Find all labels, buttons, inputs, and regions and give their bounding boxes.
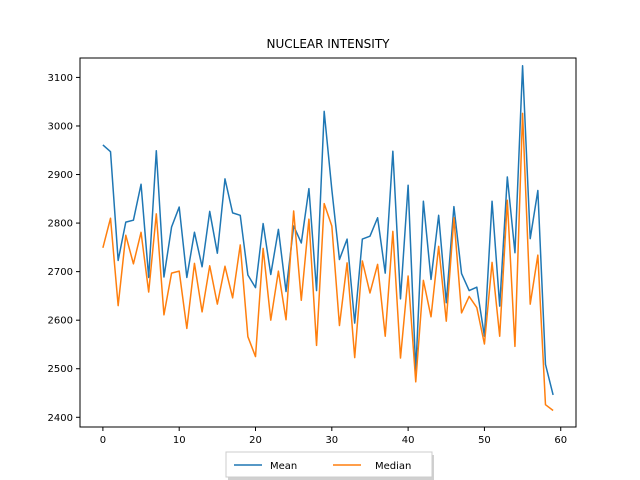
chart-title: NUCLEAR INTENSITY <box>267 37 391 51</box>
legend-label-median: Median <box>375 461 411 472</box>
x-tick-label: 50 <box>478 435 491 446</box>
x-tick-label: 30 <box>325 435 338 446</box>
x-tick-label: 60 <box>554 435 567 446</box>
legend: Mean Median <box>225 451 434 480</box>
y-tick-label: 2500 <box>48 364 73 375</box>
legend-label-mean: Mean <box>270 461 297 472</box>
y-tick-label: 2700 <box>48 267 73 278</box>
x-tick-label: 10 <box>173 435 186 446</box>
ticks-layer: 0 10 20 30 40 50 60 2400 2500 2600 2700 2800 2900 300… <box>48 73 568 446</box>
series-line-mean <box>102 65 554 396</box>
series-layer <box>102 65 554 412</box>
y-tick-label: 3000 <box>48 121 73 132</box>
x-tick-label: 20 <box>249 435 262 446</box>
y-tick-label: 2400 <box>48 413 73 424</box>
y-tick-label: 3100 <box>48 73 73 84</box>
y-tick-label: 2900 <box>48 170 73 181</box>
plot-frame <box>79 57 577 428</box>
x-tick-label: 40 <box>402 435 415 446</box>
x-tick-label: 0 <box>100 435 106 446</box>
y-tick-label: 2800 <box>48 219 73 230</box>
y-tick-label: 2600 <box>48 316 73 327</box>
series-line-median <box>102 112 554 412</box>
